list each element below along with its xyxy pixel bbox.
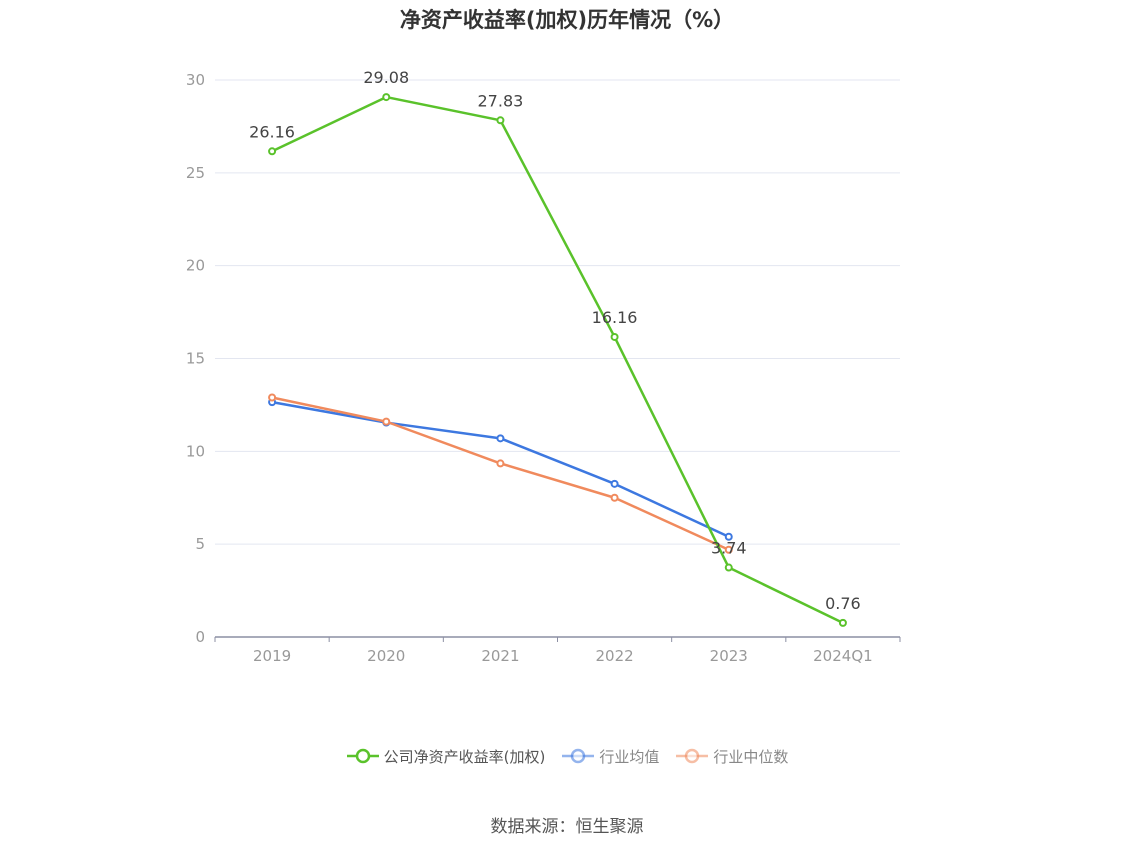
series-lines [268, 93, 847, 627]
data-source: 数据来源：恒生聚源 [490, 817, 644, 837]
data-label: 16.16 [592, 308, 638, 327]
legend-line-circle-icon [562, 748, 595, 764]
data-label: 29.08 [363, 68, 409, 87]
data-point[interactable] [496, 434, 505, 443]
grid-lines [215, 79, 900, 545]
legend-line-circle-icon [676, 748, 709, 764]
chart-title: 净资产收益率(加权)历年情况（%） [399, 8, 735, 32]
legend-label: 公司净资产收益率(加权) [383, 747, 546, 766]
data-point[interactable] [496, 116, 505, 125]
y-tick-label: 5 [195, 535, 205, 553]
data-point[interactable] [838, 618, 847, 627]
data-labels: 26.16 29.08 27.83 16.16 3.74 0.76 [249, 68, 861, 613]
legend-label: 行业均值 [599, 747, 660, 766]
data-point[interactable] [724, 545, 733, 554]
legend-label: 行业中位数 [713, 747, 789, 766]
x-tick-label: 2024Q1 [813, 647, 873, 665]
series-0 [268, 93, 847, 627]
data-label: 3.74 [711, 539, 747, 558]
x-tick-label: 2023 [710, 647, 748, 665]
legend: 公司净资产收益率(加权) 行业均值 行业中位数 [0, 745, 1134, 767]
data-point[interactable] [610, 332, 619, 341]
data-label: 26.16 [249, 122, 295, 141]
y-tick-label: 25 [186, 164, 205, 182]
axes: 0 5 10 15 20 25 30 2019 2020 2021 2022 2023 2024Q1 [186, 71, 901, 665]
x-tick-label: 2019 [253, 647, 291, 665]
data-point[interactable] [610, 479, 619, 488]
series-line [271, 95, 844, 625]
data-point[interactable] [268, 393, 277, 402]
y-tick-label: 10 [186, 442, 205, 460]
data-point[interactable] [382, 93, 391, 102]
y-tick-label: 20 [186, 257, 205, 275]
series-line [271, 396, 730, 551]
data-label: 27.83 [478, 91, 524, 110]
data-point[interactable] [382, 417, 391, 426]
data-point[interactable] [724, 532, 733, 541]
legend-line-circle-icon [346, 748, 379, 764]
y-tick-label: 30 [186, 71, 205, 89]
series-2 [268, 393, 733, 554]
y-tick-label: 0 [195, 628, 205, 646]
legend-item-2[interactable]: 行业中位数 [675, 745, 788, 767]
y-tick-label: 15 [186, 350, 205, 368]
data-label: 0.76 [825, 594, 861, 613]
legend-item-1[interactable]: 行业均值 [561, 745, 659, 767]
series-line [271, 400, 730, 538]
x-tick-label: 2020 [367, 647, 405, 665]
data-point[interactable] [268, 147, 277, 156]
legend-item-0[interactable]: 公司净资产收益率(加权) [346, 745, 546, 767]
data-point[interactable] [610, 493, 619, 502]
data-point[interactable] [496, 459, 505, 468]
x-tick-label: 2022 [595, 647, 633, 665]
x-tick-label: 2021 [481, 647, 519, 665]
data-point[interactable] [724, 563, 733, 572]
